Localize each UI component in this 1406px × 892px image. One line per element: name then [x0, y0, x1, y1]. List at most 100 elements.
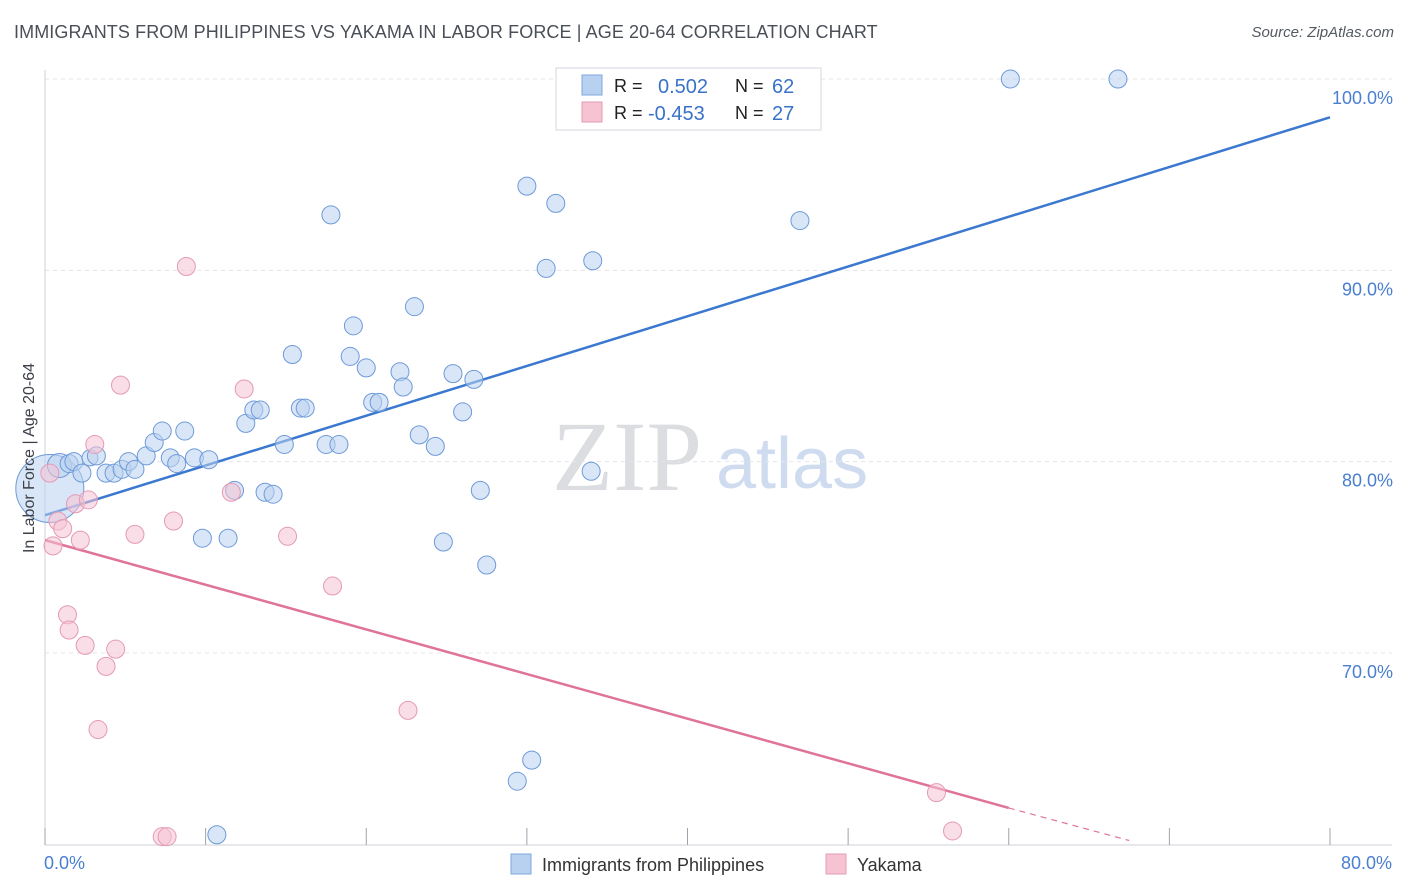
- data-point-philippines: [192, 528, 212, 548]
- legend-n-label-yakama: N =: [735, 103, 764, 123]
- data-point-philippines: [393, 377, 413, 397]
- data-point-philippines: [425, 436, 445, 456]
- data-point-yakama: [40, 463, 60, 483]
- legend-n-value-philippines: 62: [772, 76, 794, 98]
- data-point-yakama: [53, 519, 73, 539]
- data-point-philippines: [274, 434, 294, 454]
- data-point-philippines: [329, 434, 349, 454]
- legend-n-label-philippines: N =: [735, 76, 764, 96]
- legend-r-value-yakama: -0.453: [648, 103, 705, 125]
- data-point-philippines: [282, 345, 302, 365]
- data-point-yakama: [398, 700, 418, 720]
- data-point-philippines: [790, 211, 810, 231]
- data-point-yakama: [926, 783, 946, 803]
- data-point-philippines: [72, 463, 92, 483]
- bottom-legend-swatch-philippines: [510, 853, 532, 875]
- data-point-philippines: [199, 450, 219, 470]
- data-point-yakama: [176, 257, 196, 277]
- data-point-yakama: [221, 482, 241, 502]
- data-point-yakama: [78, 490, 98, 510]
- data-point-yakama: [157, 827, 177, 847]
- data-point-philippines: [152, 421, 172, 441]
- bottom-legend: Immigrants from Philippines Yakama: [510, 853, 923, 875]
- data-point-philippines: [175, 421, 195, 441]
- legend-swatch-philippines: [581, 74, 603, 96]
- y-axis-label: In Labor Force | Age 20-64: [21, 363, 38, 553]
- data-point-yakama: [110, 375, 130, 395]
- data-point-yakama: [59, 620, 79, 640]
- data-point-philippines: [207, 825, 227, 845]
- y-tick-labels: 100.0% 90.0% 80.0% 70.0%: [1332, 88, 1393, 682]
- data-point-philippines: [433, 532, 453, 552]
- data-point-philippines: [263, 484, 283, 504]
- data-point-philippines: [1108, 69, 1128, 89]
- data-point-philippines: [517, 176, 537, 196]
- data-point-philippines: [250, 400, 270, 420]
- trend-line-yakama-extension: [1008, 807, 1130, 842]
- data-point-philippines: [581, 461, 601, 481]
- bottom-legend-label-yakama: Yakama: [857, 855, 923, 875]
- legend-n-value-yakama: 27: [772, 103, 794, 125]
- data-point-philippines: [369, 392, 389, 412]
- data-point-yakama: [70, 530, 90, 550]
- watermark-zip: ZIP: [552, 401, 702, 512]
- data-point-philippines: [321, 205, 341, 225]
- watermark: ZIP atlas: [552, 401, 868, 512]
- bottom-legend-label-philippines: Immigrants from Philippines: [542, 855, 764, 875]
- y-tick-label: 90.0%: [1342, 279, 1393, 299]
- y-tick-label: 70.0%: [1342, 662, 1393, 682]
- data-point-philippines: [343, 316, 363, 336]
- data-point-philippines: [453, 402, 473, 422]
- trend-lines: [44, 116, 1331, 842]
- grid: [45, 78, 1392, 654]
- data-point-yakama: [164, 511, 183, 531]
- data-point-philippines: [522, 750, 542, 770]
- data-point-yakama: [106, 639, 126, 659]
- data-point-philippines: [409, 425, 429, 445]
- data-point-philippines: [340, 346, 360, 366]
- bottom-legend-swatch-yakama: [825, 853, 847, 875]
- watermark-atlas: atlas: [716, 424, 868, 504]
- data-point-philippines: [464, 369, 484, 389]
- data-point-yakama: [943, 821, 963, 841]
- data-point-philippines: [404, 297, 424, 317]
- data-point-philippines: [1000, 69, 1020, 89]
- data-point-philippines: [356, 358, 376, 378]
- data-point-philippines: [295, 398, 315, 418]
- data-point-philippines: [125, 459, 145, 479]
- y-tick-label: 100.0%: [1332, 88, 1393, 108]
- source-label: Source: ZipAtlas.com: [1251, 24, 1394, 41]
- data-point-yakama: [125, 524, 145, 544]
- data-point-philippines: [477, 555, 497, 575]
- data-point-philippines: [583, 251, 603, 271]
- data-point-yakama: [85, 434, 105, 454]
- legend-swatch-yakama: [581, 101, 603, 123]
- trend-line-yakama: [44, 538, 1010, 810]
- data-point-yakama: [323, 576, 343, 596]
- y-tick-label: 80.0%: [1342, 471, 1393, 491]
- data-point-philippines: [507, 771, 527, 791]
- data-point-philippines: [536, 258, 556, 278]
- data-point-yakama: [88, 720, 108, 740]
- data-point-philippines: [470, 480, 490, 500]
- x-tick-label-left: 0.0%: [44, 853, 85, 873]
- chart-title: IMMIGRANTS FROM PHILIPPINES VS YAKAMA IN…: [14, 22, 878, 42]
- data-point-philippines: [390, 362, 410, 382]
- legend: R = 0.502 N = 62 R = -0.453 N = 27: [555, 67, 822, 131]
- legend-r-label-philippines: R =: [614, 76, 643, 96]
- series-philippines-points: [15, 69, 1128, 845]
- data-point-yakama: [234, 379, 254, 399]
- x-tick-label-right: 80.0%: [1341, 853, 1392, 873]
- legend-r-value-philippines: 0.502: [658, 76, 708, 98]
- data-point-yakama: [75, 635, 95, 655]
- data-point-yakama: [96, 656, 116, 676]
- data-point-philippines: [167, 454, 187, 474]
- data-point-philippines: [218, 528, 238, 548]
- data-point-yakama: [43, 536, 63, 556]
- data-point-philippines: [443, 364, 463, 384]
- data-point-yakama: [278, 526, 298, 546]
- series-yakama-points: [40, 257, 963, 847]
- data-point-philippines: [546, 193, 566, 213]
- legend-r-label-yakama: R =: [614, 103, 643, 123]
